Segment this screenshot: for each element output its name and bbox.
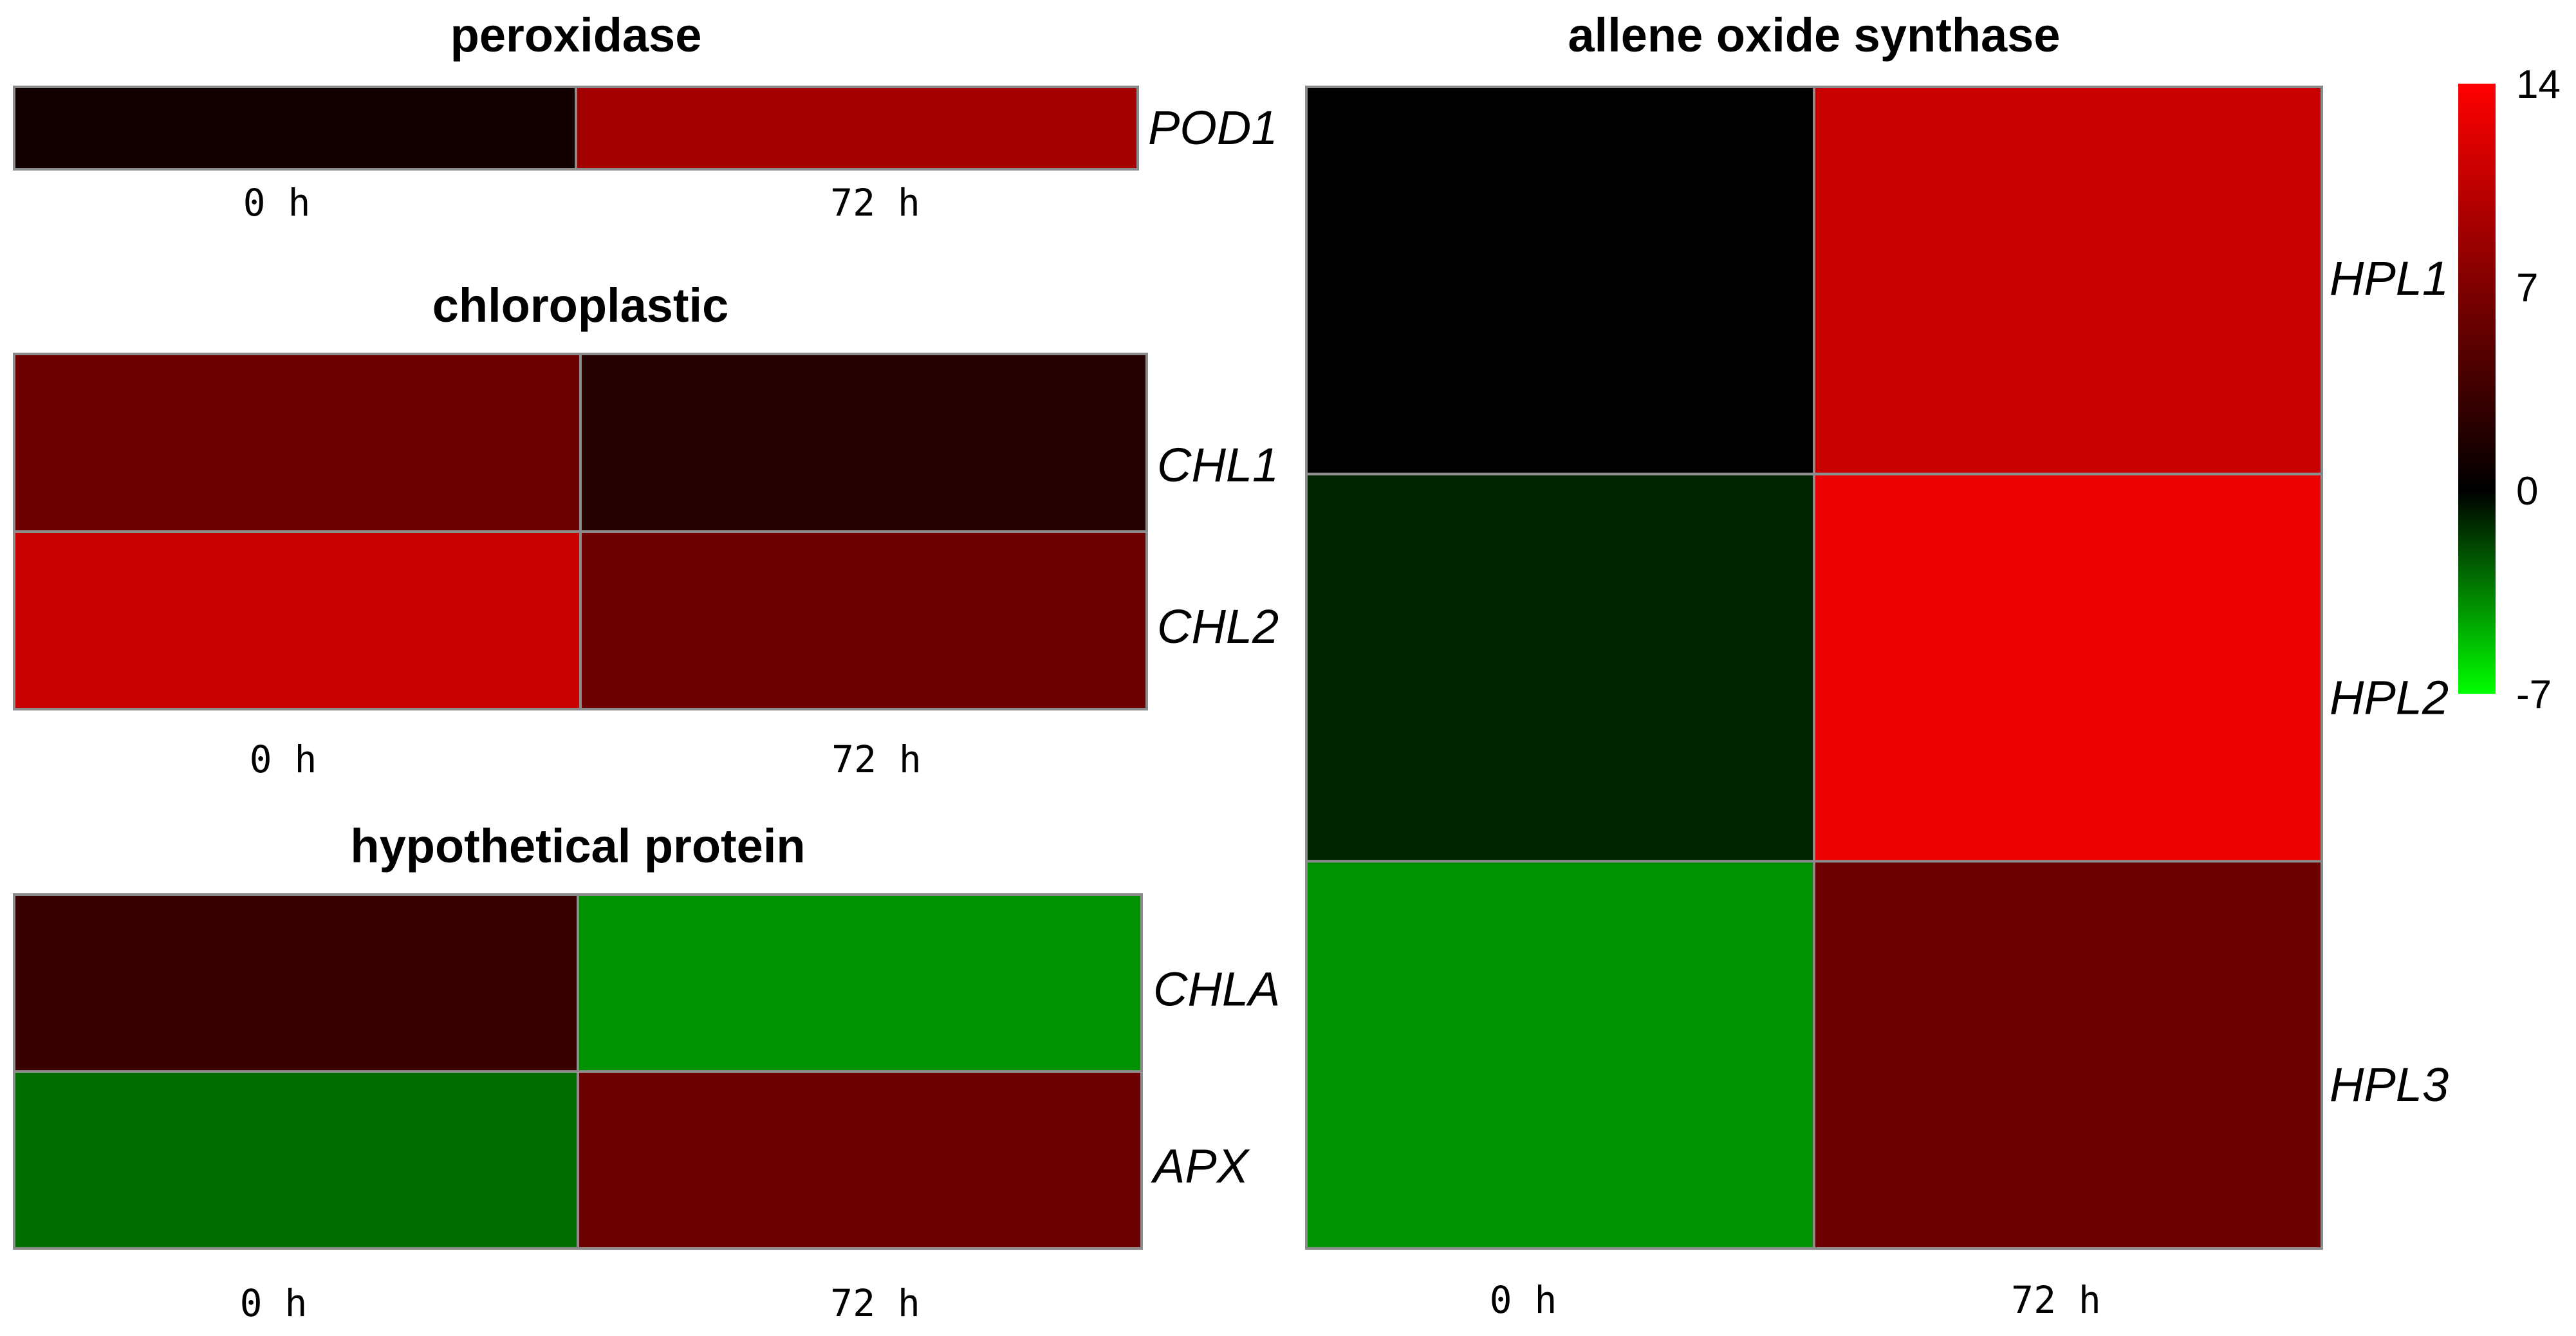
column-label: 0 h <box>240 1281 308 1325</box>
panel-title: allene oxide synthase <box>1568 8 2060 62</box>
heatmap-cell <box>1305 472 1815 863</box>
heatmap-panel: peroxidase POD1 0 h 72 h <box>13 8 1278 225</box>
colorbar-tick-label: -7 <box>2516 673 2552 717</box>
row-label: CHL2 <box>1157 600 1279 653</box>
heatmap-cell <box>13 353 582 533</box>
heatmap-panel: chloroplastic CHL1 CHL2 0 h 72 h <box>13 279 1279 781</box>
row-label: HPL2 <box>2330 671 2449 725</box>
colorbar: 14 7 0 -7 <box>2458 62 2561 717</box>
row-label: HPL1 <box>2330 252 2449 305</box>
column-label: 0 h <box>1490 1278 1557 1322</box>
heatmap-cell <box>13 86 577 171</box>
heatmap-cell <box>1813 86 2323 476</box>
heatmap-cell <box>579 530 1148 710</box>
heatmap-cell <box>13 1070 579 1250</box>
colorbar-tick-label: 0 <box>2516 469 2538 514</box>
heatmap-cell <box>13 893 579 1073</box>
colorbar-tick-label: 14 <box>2516 62 2561 107</box>
heatmap-cell <box>1813 860 2323 1250</box>
column-label: 72 h <box>831 738 922 781</box>
heatmap-cell <box>577 893 1143 1073</box>
row-label: POD1 <box>1148 101 1278 154</box>
row-label: CHL1 <box>1157 438 1279 492</box>
heatmap-cell <box>1305 86 1815 476</box>
column-label: 72 h <box>830 181 920 225</box>
colorbar-gradient <box>2458 84 2496 694</box>
heatmap-cell <box>1305 860 1815 1250</box>
heatmap-panel: allene oxide synthase HPL1 HPL2 HPL3 0 h 72 h <box>1305 8 2449 1322</box>
heatmap-cell <box>579 353 1148 533</box>
column-label: 72 h <box>830 1281 920 1325</box>
column-label: 72 h <box>2011 1278 2101 1322</box>
colorbar-tick-label: 7 <box>2516 266 2538 310</box>
column-label: 0 h <box>243 181 311 225</box>
heatmap-cell <box>577 1070 1143 1250</box>
panel-title: peroxidase <box>450 8 702 62</box>
row-label: HPL3 <box>2330 1058 2449 1111</box>
heatmap-cell <box>575 86 1139 171</box>
panel-title: hypothetical protein <box>350 819 805 873</box>
heatmap-panels: peroxidase POD1 0 h 72 h chloroplastic CHL1 CH… <box>13 8 2449 1325</box>
panel-title: chloroplastic <box>432 279 729 332</box>
column-label: 0 h <box>250 738 317 781</box>
heatmap-panel: hypothetical protein CHLA APX 0 h 72 h <box>13 819 1280 1325</box>
row-label: APX <box>1151 1140 1250 1193</box>
heatmap-cell <box>13 530 582 710</box>
heatmap-cell <box>1813 472 2323 863</box>
row-label: CHLA <box>1153 963 1280 1016</box>
